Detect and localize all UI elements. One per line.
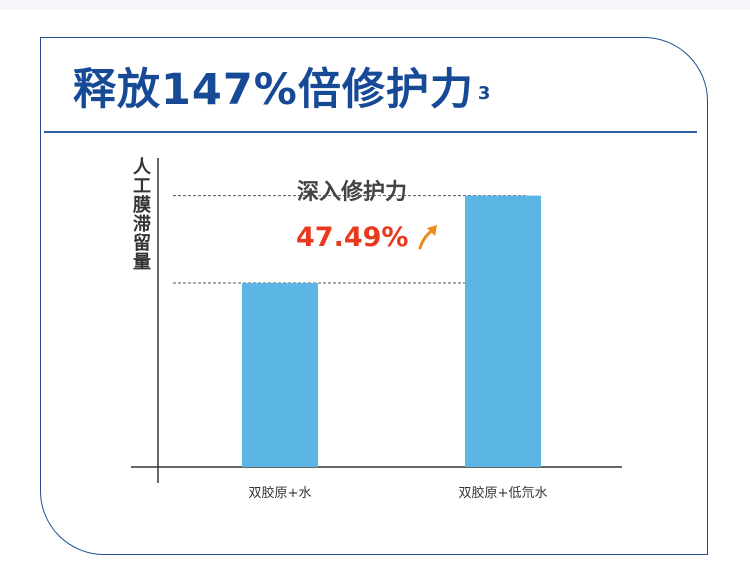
- bar: [465, 195, 541, 467]
- title-divider: [44, 131, 697, 133]
- annotation-value: 47.49%: [296, 222, 409, 253]
- up-arrow-icon: [418, 225, 437, 250]
- bar: [242, 283, 318, 467]
- x-tick-label: 双胶原+水: [249, 485, 312, 501]
- x-tick-label: 双胶原+低氘水: [459, 485, 548, 501]
- page-title: 释放147%倍修护力 3: [73, 60, 491, 120]
- annotation-heading: 深入修护力: [297, 180, 408, 205]
- y-axis-label: 人工膜滞留量: [133, 157, 151, 273]
- title-superscript: 3: [477, 83, 492, 104]
- top-strip: [0, 0, 750, 10]
- content-card: [40, 37, 708, 555]
- title-text: 释放147%倍修护力: [73, 65, 474, 115]
